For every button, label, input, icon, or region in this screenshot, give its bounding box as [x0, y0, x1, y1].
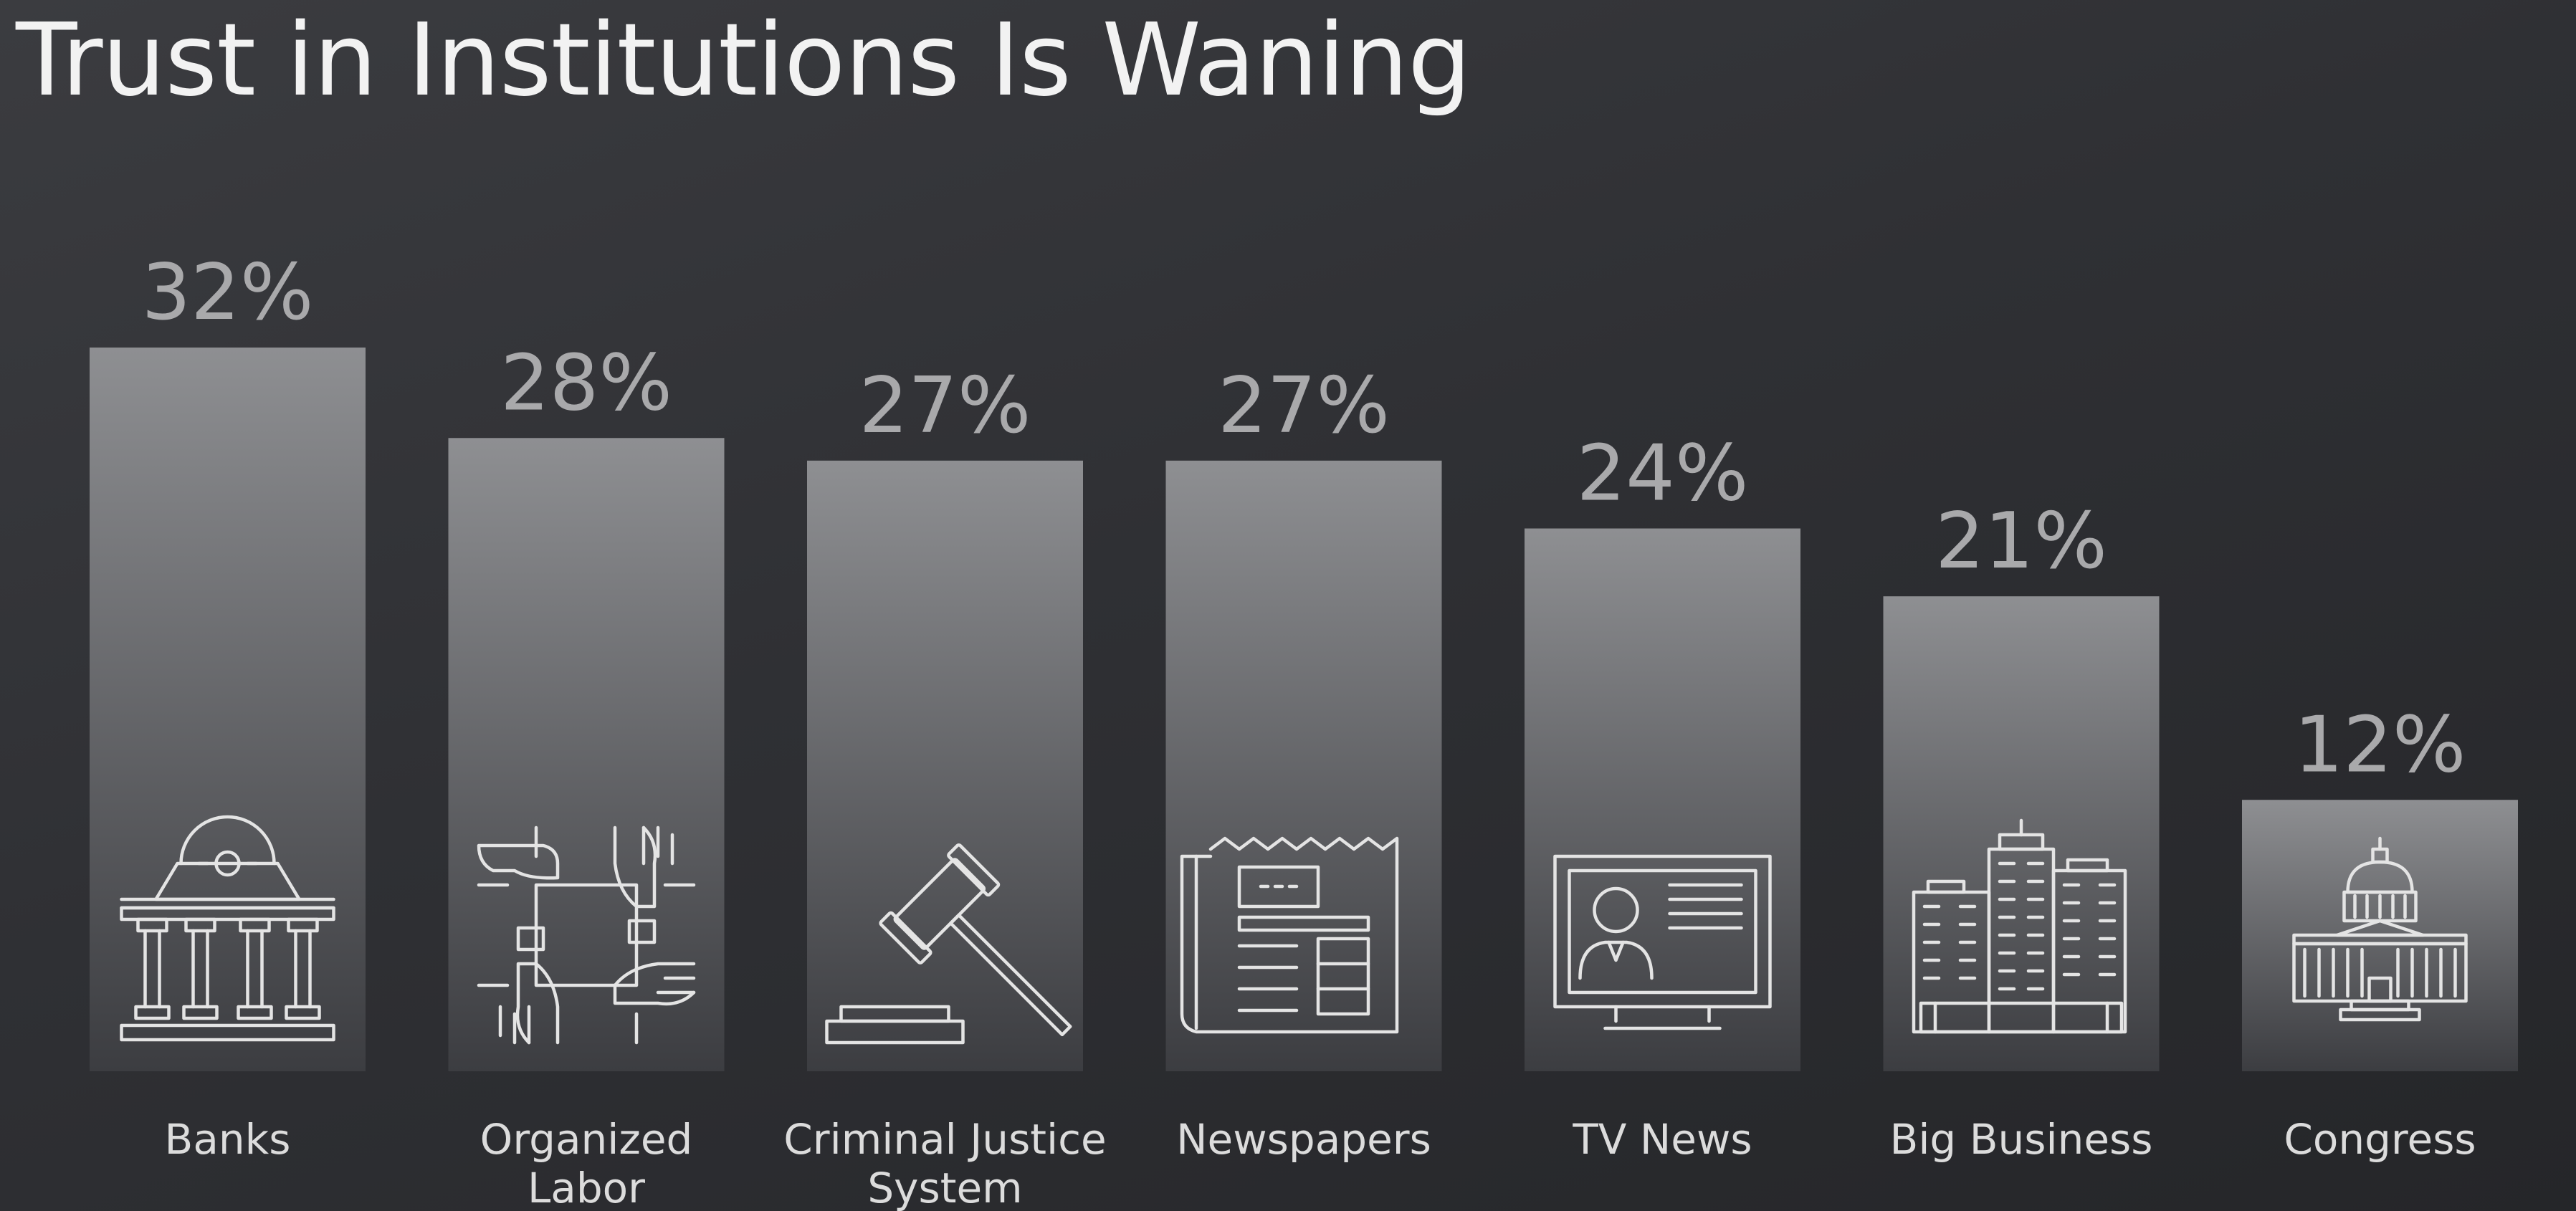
category-label-line: Labor [528, 1164, 645, 1211]
category-label: Organized Labor [480, 1115, 693, 1211]
capitol-building-icon [2292, 836, 2468, 1022]
category-label-line: Organized [480, 1115, 693, 1164]
tv-news-icon [1553, 854, 1772, 1030]
bar-group: 12% Congress [2242, 700, 2518, 1164]
joined-hands-icon [477, 825, 696, 1045]
bar-group: 21% [1883, 497, 2160, 1164]
category-label-line: Big Business [1890, 1115, 2153, 1164]
bar-value-label: 28% [500, 338, 672, 428]
category-label: Newspapers [1176, 1115, 1431, 1164]
category-label: Congress [2284, 1115, 2476, 1164]
bar-value-label: 24% [1576, 429, 1748, 519]
category-label-line: Banks [165, 1115, 291, 1164]
category-label-line: Congress [2284, 1115, 2476, 1164]
bar-value-label: 21% [1935, 497, 2107, 586]
bar-group: 27% Criminal Justice System [783, 361, 1106, 1211]
category-label: Big Business [1890, 1115, 2153, 1164]
category-label-line: Newspapers [1176, 1115, 1431, 1164]
gavel-icon [825, 843, 1072, 1045]
category-label-line: System [867, 1164, 1022, 1211]
bar-value-label: 27% [1218, 361, 1390, 451]
bar-group: 27% Newspapers [1165, 361, 1442, 1164]
bar [1165, 460, 1442, 1071]
category-label: TV News [1572, 1115, 1752, 1164]
bar-group: 24% TV News [1525, 429, 1800, 1164]
newspaper-icon [1180, 836, 1399, 1034]
bar [90, 348, 366, 1071]
category-label: Criminal Justice System [783, 1115, 1106, 1211]
bank-icon [120, 815, 335, 1042]
bar [1525, 528, 1800, 1071]
office-buildings-icon [1912, 818, 2127, 1034]
bar-value-label: 32% [141, 248, 313, 338]
bar-group: 32% Banks [90, 248, 366, 1164]
bar-group: 28% Organized Labor [448, 338, 725, 1211]
bar [448, 438, 725, 1071]
bar [807, 460, 1083, 1071]
bar-value-label: 12% [2294, 700, 2466, 790]
category-label: Banks [165, 1115, 291, 1164]
category-label-line: Criminal Justice [783, 1115, 1106, 1164]
category-label-line: TV News [1572, 1115, 1752, 1164]
bar-value-label: 27% [859, 361, 1031, 451]
chart-title: Trust in Institutions Is Waning [16, 2, 1471, 119]
